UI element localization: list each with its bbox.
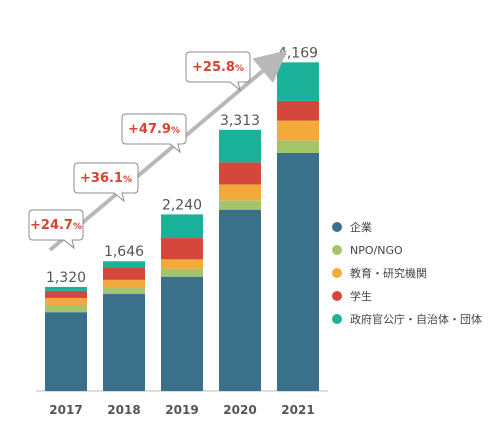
legend-label: 教育・研究機関 [350, 267, 427, 280]
bar-segment [103, 261, 145, 269]
bar-segment [277, 140, 319, 153]
x-tick-label: 2019 [165, 403, 198, 417]
bar-segment [219, 209, 261, 391]
legend-swatch [332, 222, 342, 232]
bar-segment [277, 152, 319, 391]
growth-callout: +24.7% [28, 209, 84, 250]
legend-label: NPO/NGO [350, 243, 403, 257]
bar-segment [45, 286, 87, 291]
x-tick-label: 2018 [107, 403, 140, 417]
legend: 企業 NPO/NGO 教育・研究機関 学生 政府官公庁・自治体・団体 [332, 216, 492, 331]
legend-label: 企業 [350, 221, 372, 234]
legend-item: 学生 [332, 285, 492, 307]
legend-swatch [332, 291, 342, 301]
callout-box [121, 113, 187, 154]
bar-segment [103, 286, 145, 295]
x-tick-label: 2021 [281, 403, 314, 417]
legend-item: 教育・研究機関 [332, 262, 492, 284]
bar-segment [277, 120, 319, 141]
legend-label: 政府官公庁・自治体・団体 [350, 313, 482, 326]
bar-segment [103, 294, 145, 391]
total-label: 3,313 [220, 113, 260, 129]
x-tick-label: 2017 [49, 403, 82, 417]
total-label: 1,320 [46, 270, 86, 286]
growth-callout: +36.1% [73, 162, 139, 203]
bar-segment [45, 312, 87, 391]
bar-segment [103, 268, 145, 280]
legend-swatch [332, 268, 342, 278]
bar-segment [277, 100, 319, 121]
bar-segment [219, 184, 261, 201]
bar-segment [161, 238, 203, 260]
bar-segment [161, 214, 203, 239]
bar-segment [161, 276, 203, 391]
bar-segment [161, 259, 203, 269]
legend-swatch [332, 245, 342, 255]
bar-segment [219, 200, 261, 210]
legend-item: 政府官公庁・自治体・団体 [332, 308, 492, 330]
total-label: 2,240 [162, 197, 202, 213]
x-tick-label: 2020 [223, 403, 256, 417]
bar-segment [219, 129, 261, 163]
growth-label: +47.9% [128, 122, 180, 137]
growth-label: +25.8% [192, 60, 244, 75]
bar-segment [277, 62, 319, 101]
callout-box [185, 51, 251, 92]
legend-label: 学生 [350, 290, 372, 303]
bar-segment [45, 297, 87, 306]
growth-callout: +25.8% [185, 51, 251, 92]
growth-label: +24.7% [30, 218, 82, 233]
callout-box [28, 209, 84, 250]
legend-item: 企業 [332, 216, 492, 238]
total-label: 1,646 [104, 244, 144, 260]
growth-label: +36.1% [80, 171, 132, 186]
bar-segment [161, 268, 203, 277]
growth-callout: +47.9% [121, 113, 187, 154]
legend-swatch [332, 314, 342, 324]
callout-box [73, 162, 139, 203]
total-label: 4,169 [278, 45, 318, 61]
bar-segment [45, 305, 87, 313]
bar-segment [45, 290, 87, 298]
bar-segment [219, 162, 261, 185]
legend-item: NPO/NGO [332, 239, 492, 261]
bar-segment [103, 279, 145, 287]
